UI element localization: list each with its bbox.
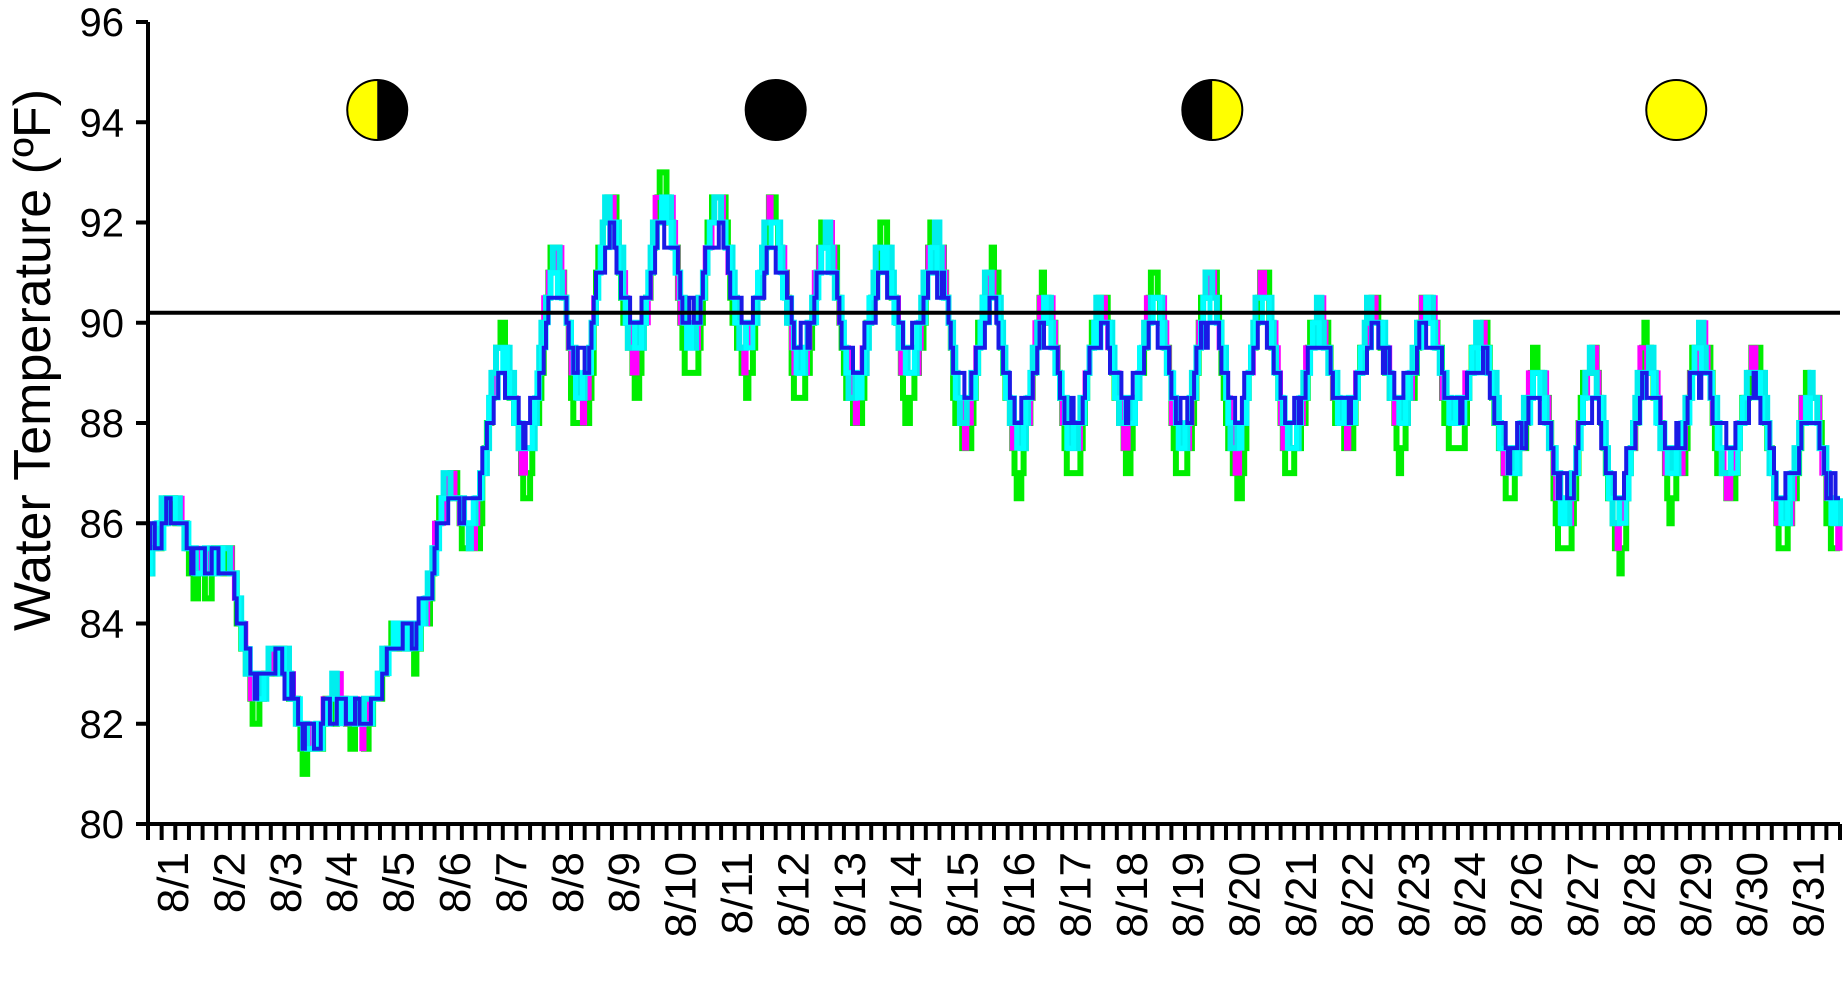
x-tick-label: 8/30 bbox=[1728, 852, 1777, 938]
x-tick-label: 8/17 bbox=[1051, 852, 1100, 938]
moon-disc bbox=[1645, 79, 1708, 141]
moon-last-quarter-icon bbox=[346, 79, 409, 141]
moon-outline bbox=[346, 79, 409, 141]
x-tick-label: 8/31 bbox=[1785, 852, 1834, 938]
moon-phase-layer bbox=[346, 79, 1708, 141]
x-tick-label: 8/21 bbox=[1277, 852, 1326, 938]
moon-disc bbox=[744, 79, 807, 141]
x-tick-label: 8/20 bbox=[1221, 852, 1270, 938]
x-tick-label: 8/4 bbox=[318, 852, 367, 913]
x-tick-label: 8/22 bbox=[1333, 852, 1382, 938]
moon-right-half bbox=[1212, 80, 1243, 140]
x-tick-label: 8/11 bbox=[713, 852, 762, 934]
y-tick-label: 82 bbox=[80, 703, 125, 747]
x-tick-label: 8/18 bbox=[1108, 852, 1157, 938]
moon-left-half bbox=[347, 80, 378, 140]
x-tick-label: 8/16 bbox=[995, 852, 1044, 938]
moon-left-half bbox=[1182, 80, 1213, 140]
moon-new-moon-icon bbox=[744, 79, 807, 141]
x-tick-label: 8/7 bbox=[487, 852, 536, 913]
x-tick-label: 8/15 bbox=[939, 852, 988, 938]
x-tick-label: 8/8 bbox=[544, 852, 593, 913]
y-tick-label: 90 bbox=[80, 302, 125, 346]
x-tick-label: 8/10 bbox=[657, 852, 706, 938]
y-tick-label: 94 bbox=[80, 101, 125, 145]
y-tick-label: 86 bbox=[80, 502, 125, 546]
y-tick-label: 88 bbox=[80, 402, 125, 446]
series-line-5 bbox=[148, 220, 1840, 751]
x-tick-label: 8/26 bbox=[1503, 852, 1552, 938]
x-tick-label: 8/28 bbox=[1615, 852, 1664, 938]
moon-first-quarter-icon bbox=[1181, 79, 1244, 141]
x-tick-label: 8/5 bbox=[375, 852, 424, 913]
moon-outline bbox=[1181, 79, 1244, 141]
x-tick-label: 8/3 bbox=[262, 852, 311, 913]
x-tick-label: 8/12 bbox=[769, 852, 818, 938]
moon-full-moon-icon bbox=[1645, 79, 1708, 141]
y-tick-label: 96 bbox=[80, 1, 125, 45]
y-tick-label: 80 bbox=[80, 803, 125, 847]
series-layer bbox=[147, 169, 1843, 777]
y-axis-label: Water Temperature (ºF) bbox=[4, 89, 62, 631]
x-tick-label: 8/9 bbox=[600, 852, 649, 913]
x-tick-label: 8/2 bbox=[205, 852, 254, 913]
moon-right-half bbox=[377, 80, 408, 140]
x-tick-label: 8/14 bbox=[882, 852, 931, 938]
x-tick-label: 8/29 bbox=[1672, 852, 1721, 938]
series-line-1 bbox=[148, 169, 1840, 777]
x-tick-label: 8/27 bbox=[1559, 852, 1608, 938]
x-tick-label: 8/24 bbox=[1446, 852, 1495, 938]
y-tick-label: 92 bbox=[80, 202, 125, 246]
x-tick-label: 8/1 bbox=[149, 852, 198, 913]
series-line-3 bbox=[147, 194, 1843, 752]
x-tick-label: 8/6 bbox=[431, 852, 480, 913]
x-tick-label: 8/19 bbox=[1164, 852, 1213, 938]
x-tick-label: 8/13 bbox=[826, 852, 875, 938]
y-tick-label: 84 bbox=[80, 603, 125, 647]
x-tick-label: 8/23 bbox=[1390, 852, 1439, 938]
